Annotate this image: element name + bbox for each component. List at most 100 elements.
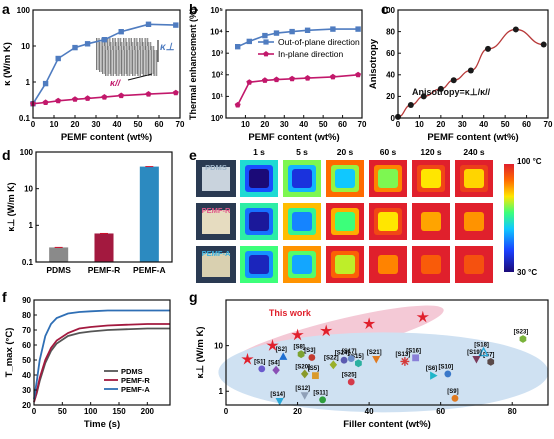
time-label: 1 s (253, 147, 265, 157)
series-1-point (84, 95, 91, 101)
series-1-point (234, 101, 241, 108)
series-1-point (355, 71, 362, 78)
this-work-star (320, 324, 333, 337)
reference-marker (478, 346, 489, 357)
thermal-core (421, 255, 441, 274)
sample-photo (202, 167, 230, 191)
series-1-point (55, 97, 62, 104)
reference-marker (400, 357, 410, 366)
panel-letter-g: g (189, 289, 198, 305)
thermal-core (249, 255, 269, 274)
fiber (137, 50, 141, 76)
reference-label: [S4] (268, 361, 279, 367)
colorbar-min-label: 30 °C (517, 268, 537, 277)
x-tick-label: 0 (31, 120, 36, 129)
y-tick-label: 70 (22, 326, 31, 335)
y-tick-label: 10³ (211, 49, 223, 58)
x-tick-label: 30 (458, 120, 467, 129)
y-tick-label: 80 (22, 311, 31, 320)
time-label: 120 s (420, 147, 442, 157)
series-0-point (72, 44, 78, 51)
x-category-label: PEMF-A (133, 265, 166, 275)
x-axis-label: PEMF content (wt%) (427, 132, 518, 143)
reference-label: [S7] (483, 352, 494, 358)
series-0-point (235, 44, 241, 50)
sample-photo (202, 210, 230, 234)
y-tick-label: 10⁵ (210, 6, 223, 15)
y-axis-label: κ (W/m K) (2, 42, 13, 86)
y-tick-label: 60 (386, 49, 395, 58)
thermal-core (249, 169, 269, 188)
time-label: 5 s (296, 147, 308, 157)
y-tick-label: 10¹ (211, 92, 223, 101)
reference-marker (297, 350, 305, 359)
series-0-point (55, 55, 61, 62)
fiber (118, 46, 122, 74)
annotation-text: Anisotropy=κ⊥/κ// (412, 87, 491, 97)
y-tick-label: 30 (22, 386, 31, 395)
fiber (129, 46, 133, 74)
reference-label: [S10] (438, 364, 453, 370)
y-tick-label: 1 (26, 78, 31, 87)
series-0-point (42, 80, 49, 87)
y-axis-label: κ⊥ (W/m K) (6, 182, 16, 231)
anisotropy-point (467, 67, 474, 74)
fiber (150, 46, 155, 74)
x-tick-label: 10 (415, 120, 424, 129)
legend-marker (263, 51, 269, 57)
reference-label: [S15] (349, 354, 364, 360)
y-tick-label: 100 (20, 148, 34, 157)
legend-label: In-plane direction (278, 49, 343, 59)
y-tick-label: 20 (386, 92, 395, 101)
reference-marker (355, 359, 362, 368)
y-axis-label: T_max (°C) (4, 328, 15, 378)
series-1-point (101, 94, 108, 100)
series-0-point (118, 29, 124, 35)
series-1-point (304, 75, 311, 81)
time-label: 60 s (380, 147, 397, 157)
fiber (112, 46, 117, 74)
x-tick-label: 50 (501, 120, 510, 129)
panel-d-frame (35, 151, 173, 263)
chart-a: κ⊥ κ// 0 10 20 30 40 50 60 70 0.1 1 10 100 PEMF conten… (2, 6, 185, 143)
legend-label: PEMF-R (121, 376, 150, 385)
fiber (105, 50, 109, 76)
series-1-point (273, 76, 280, 83)
fiber (121, 50, 125, 76)
series-0-point (289, 28, 295, 35)
reference-marker (272, 365, 280, 375)
x-tick-label: 100 (84, 407, 98, 416)
reference-label: [S21] (367, 350, 382, 356)
fiber (96, 38, 100, 70)
panel-f-frame (33, 299, 171, 406)
fiber (139, 46, 144, 74)
y-axis-label: Thermal enhancement (%) (188, 8, 198, 120)
x-tick-label: 10 (241, 120, 250, 129)
thermal-core (378, 255, 398, 274)
x-tick-label: 20 (436, 120, 445, 129)
reference-marker (347, 355, 355, 362)
x-tick-label: 50 (134, 120, 143, 129)
reference-marker (519, 335, 527, 343)
fiber (99, 42, 103, 72)
x-tick-label: 20 (260, 120, 269, 129)
x-tick-label: 40 (113, 120, 122, 129)
x-tick-label: 30 (280, 120, 289, 129)
inset-fiber-array (96, 38, 158, 76)
chart-c: Anisotropy=κ⊥/κ// 0 10 20 30 40 50 60 70 0 20 40 60 8… (368, 6, 553, 143)
x-axis-label: Time (s) (84, 419, 120, 430)
thermal-core (464, 255, 484, 274)
thermal-core (335, 169, 355, 188)
fiber (126, 50, 131, 76)
row-label: PEMF-R (202, 206, 231, 215)
y-tick-label: 100 (382, 6, 396, 15)
x-tick-label: 150 (112, 407, 126, 416)
x-tick-label: 40 (299, 120, 308, 129)
x-tick-label: 80 (508, 407, 517, 416)
y-tick-label: 50 (22, 356, 31, 365)
anisotropy-point (485, 45, 491, 52)
this-work-star (362, 317, 376, 330)
y-tick-label: 10 (24, 184, 33, 193)
fiber (102, 46, 106, 74)
thermal-core (464, 169, 484, 188)
